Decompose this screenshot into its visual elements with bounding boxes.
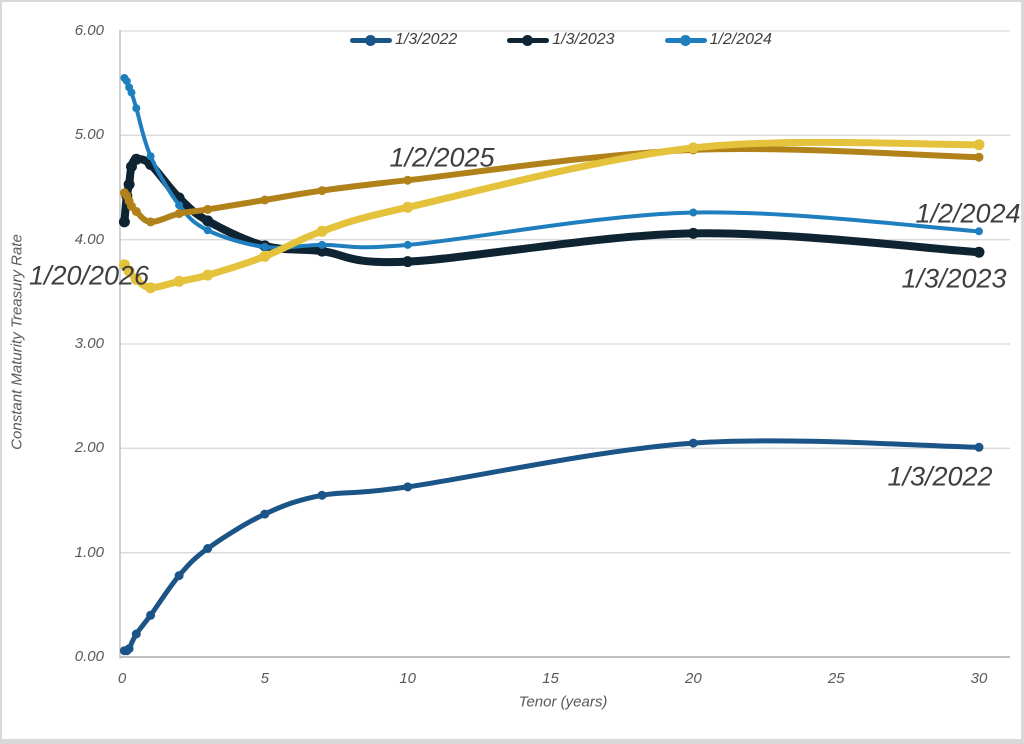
data-point-marker: [689, 208, 698, 217]
series-annotation: 1/20/2026: [28, 260, 150, 291]
data-point-marker: [145, 282, 157, 294]
data-point-marker: [174, 571, 184, 581]
series-annotation: 1/2/2025: [389, 142, 495, 173]
x-tick-label: 30: [970, 670, 988, 687]
data-point-marker: [260, 243, 269, 251]
data-point-marker: [118, 216, 130, 228]
data-point-marker: [203, 544, 213, 553]
legend-label: 1/3/2022: [395, 31, 458, 48]
data-point-marker: [317, 490, 327, 500]
y-axis-title: Constant Maturity Treasury Rate: [8, 234, 26, 450]
data-point-marker: [974, 442, 984, 452]
y-tick-label: 6.00: [74, 22, 104, 39]
x-tick-label: 10: [399, 670, 416, 687]
data-point-marker: [175, 201, 184, 210]
data-point-marker: [202, 269, 214, 281]
data-point-marker: [203, 204, 213, 214]
legend-line-marker-icon: [664, 34, 707, 46]
data-point-marker: [259, 250, 271, 262]
legend-line-marker-icon: [350, 34, 392, 46]
data-point-marker: [124, 644, 134, 654]
y-tick-label: 4.00: [74, 230, 104, 248]
data-point-marker: [123, 265, 135, 277]
data-point-marker: [202, 215, 214, 227]
data-point-marker: [122, 77, 131, 86]
data-point-marker: [316, 245, 328, 257]
x-tick-label: 0: [117, 670, 127, 687]
data-point-marker: [260, 509, 270, 519]
data-point-marker: [973, 139, 985, 151]
data-point-marker: [402, 256, 414, 268]
data-point-marker: [173, 275, 185, 287]
data-point-marker: [131, 629, 141, 639]
data-point-marker: [688, 438, 698, 448]
x-tick-label: 15: [542, 670, 559, 687]
y-tick-label: 3.00: [74, 335, 104, 352]
legend: 1/3/2022 1/3/2023 1/2/2024: [350, 31, 772, 49]
data-point-marker: [203, 226, 212, 235]
y-tick-label: 1.00: [74, 543, 104, 561]
x-tick-label: 5: [260, 670, 269, 687]
data-point-marker: [687, 227, 699, 239]
data-point-marker: [130, 273, 142, 285]
legend-line-marker-icon: [507, 34, 550, 46]
x-tick-label: 25: [827, 670, 845, 687]
data-point-marker: [146, 610, 156, 620]
data-point-marker: [131, 207, 141, 216]
series-line: [121, 146, 982, 225]
data-point-marker: [317, 186, 327, 196]
series-annotation: 1/2/2024: [915, 198, 1021, 229]
data-point-marker: [975, 227, 983, 236]
series-annotation: 1/3/2023: [901, 263, 1007, 294]
data-point-marker: [687, 142, 699, 154]
data-point-marker: [402, 201, 414, 213]
data-point-marker: [127, 88, 136, 97]
data-point-marker: [146, 152, 155, 161]
y-tick-label: 5.00: [74, 126, 104, 144]
data-point-marker: [130, 153, 142, 165]
data-point-marker: [174, 209, 184, 219]
data-point-marker: [403, 240, 412, 249]
legend-item: 1/3/2023: [507, 31, 615, 49]
y-tick-label: 0.00: [74, 648, 104, 665]
series-line: [121, 438, 982, 654]
data-point-marker: [318, 240, 326, 249]
data-point-marker: [123, 178, 135, 190]
data-point-marker: [146, 217, 156, 227]
data-point-marker: [260, 195, 270, 205]
legend-item: 1/3/2022: [350, 31, 457, 49]
x-axis-title: Tenor (years): [518, 693, 608, 711]
data-point-marker: [973, 246, 985, 258]
data-point-marker: [403, 482, 413, 492]
series-annotation: 1/3/2022: [887, 461, 993, 492]
x-tick-label: 20: [684, 670, 702, 687]
legend-label: 1/3/2023: [552, 31, 615, 48]
data-point-marker: [316, 225, 328, 237]
y-tick-label: 2.00: [74, 439, 104, 457]
legend-label: 1/2/2024: [709, 31, 772, 48]
data-point-marker: [403, 175, 413, 185]
data-point-marker: [132, 104, 141, 113]
legend-item: 1/2/2024: [664, 31, 772, 49]
data-point-marker: [974, 152, 984, 162]
